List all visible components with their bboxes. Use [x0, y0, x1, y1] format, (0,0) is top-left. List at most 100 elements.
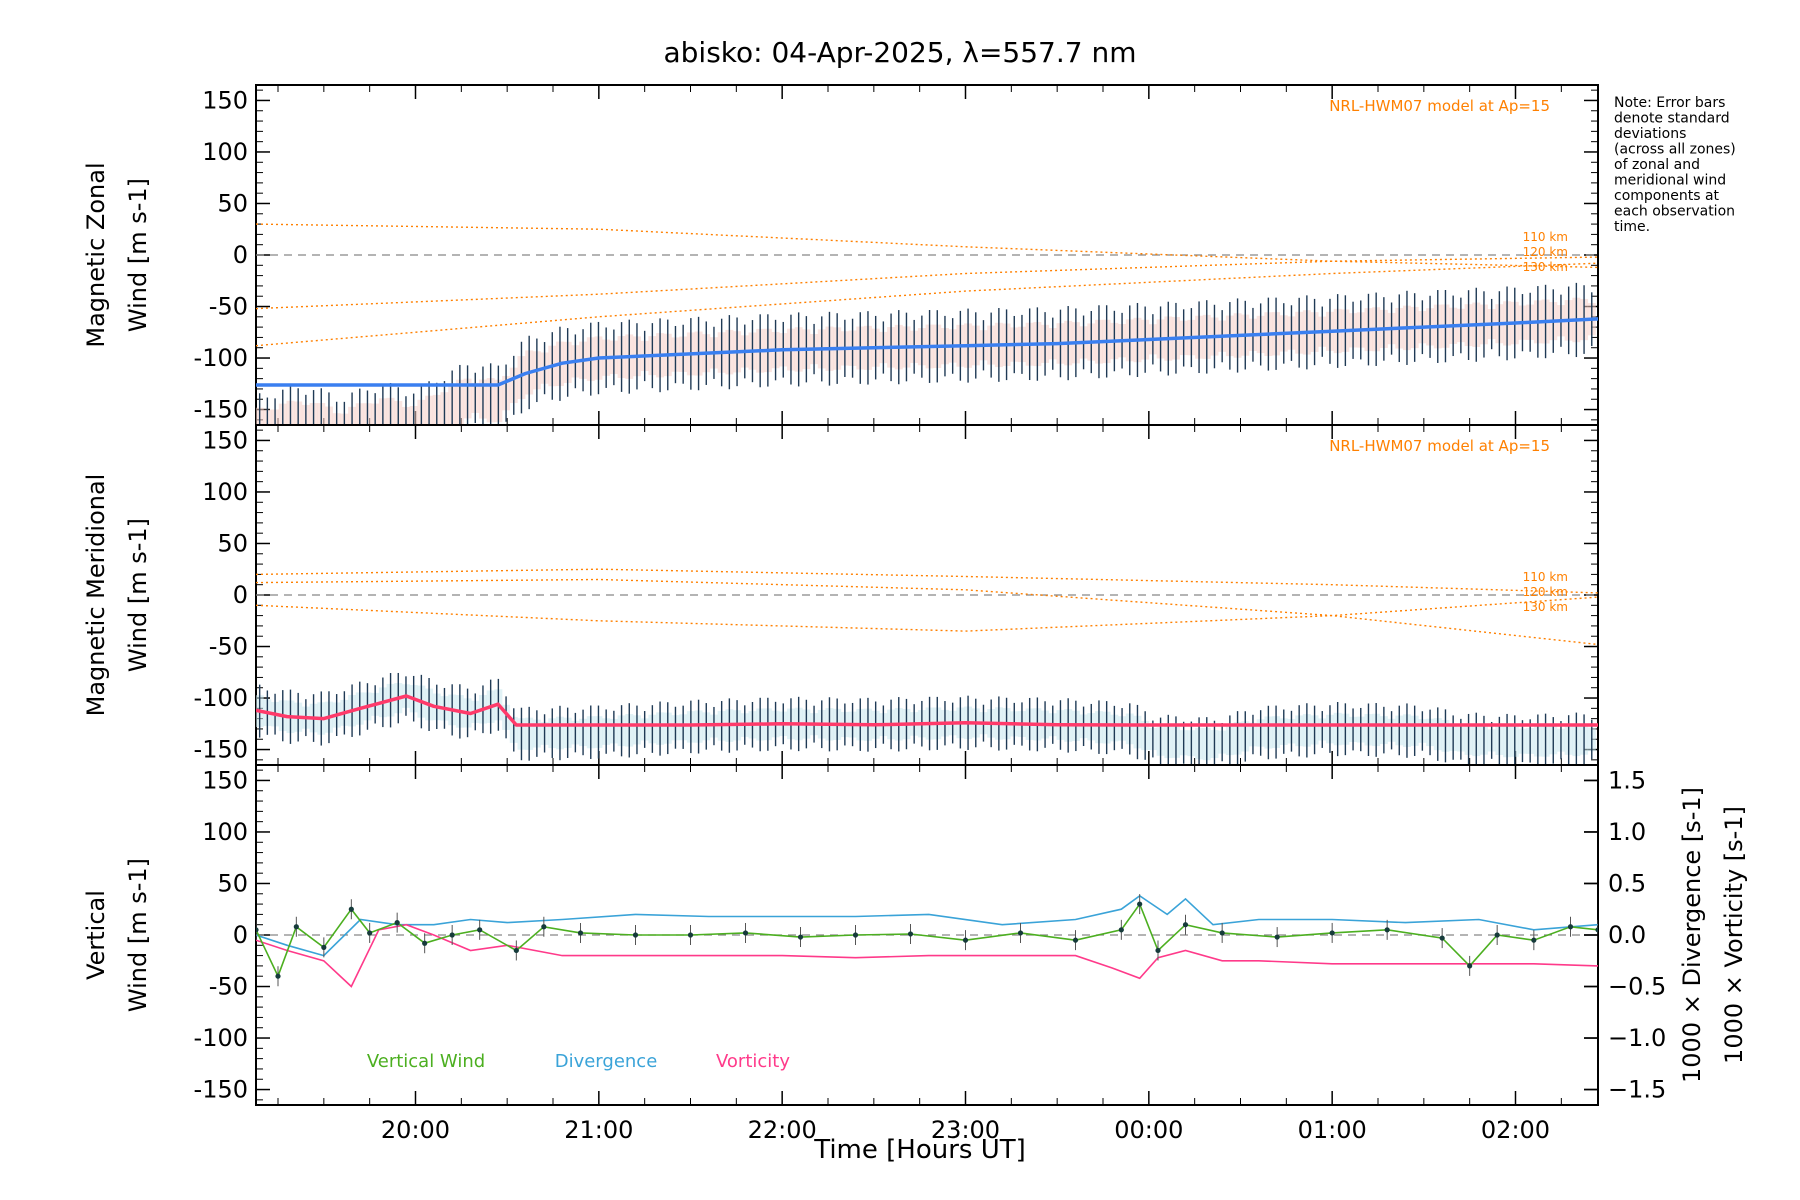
- y-axis-title-line1: Magnetic Zonal: [82, 162, 110, 347]
- panel-2: 150 100 50 0 -50 -100 -150 Magnetic Meridional W…: [82, 424, 1599, 766]
- vertical-wind-point: [1467, 963, 1473, 969]
- note-line: components at: [1614, 188, 1720, 204]
- meridional-wind-line: [256, 694, 1598, 727]
- vertical-wind-point: [1137, 901, 1143, 907]
- y-tick-label: 0: [233, 241, 248, 269]
- x-tick-label: 20:00: [381, 1116, 450, 1144]
- right-y-tick-label: 0.0: [1608, 921, 1646, 949]
- y-tick-label: 50: [217, 529, 248, 557]
- y-axis-title-line2: Wind [m s-1]: [124, 178, 152, 332]
- model-altitude-label: 110 km: [1523, 570, 1568, 584]
- model-label: NRL-HWM07 model at Ap=15: [1329, 97, 1550, 115]
- model-altitude-label: 130 km: [1523, 600, 1568, 614]
- vertical-wind-point: [513, 947, 519, 954]
- vertical-wind-point: [449, 932, 455, 938]
- vertical-wind-point: [1595, 927, 1598, 933]
- vertical-wind-point: [1017, 930, 1024, 936]
- y-axis-title-line2: Wind [m s-1]: [124, 518, 152, 672]
- vertical-wind-point: [1567, 924, 1574, 930]
- vertical-wind-point: [477, 927, 483, 933]
- vorticity-line: [256, 923, 1598, 988]
- model-altitude-label: 110 km: [1523, 230, 1568, 244]
- vertical-wind-point: [348, 906, 354, 912]
- vertical-wind-point: [1274, 934, 1280, 940]
- y-tick-label: 0: [233, 921, 248, 949]
- y-tick-label: 150: [202, 766, 248, 794]
- y-tick-label: 100: [202, 138, 248, 166]
- vertical-wind-point: [256, 927, 259, 933]
- right-y-tick-label: 1.5: [1608, 766, 1646, 794]
- vertical-wind-point: [1329, 930, 1335, 936]
- vertical-wind-point: [907, 931, 914, 937]
- model-curve-110km: [256, 568, 1598, 594]
- right-y-tick-label: 0.5: [1608, 869, 1646, 897]
- vertical-wind-point: [1384, 927, 1390, 933]
- right-axis-title-divergence: 1000 × Divergence [s-1]: [1678, 787, 1706, 1083]
- vertical-wind-point: [797, 934, 804, 940]
- y-tick-label: 50: [217, 869, 248, 897]
- note-line: of zonal and: [1614, 157, 1700, 173]
- vertical-wind-point: [1219, 930, 1225, 936]
- x-tick-label: 01:00: [1298, 1116, 1367, 1144]
- right-axis-title-vorticity: 1000 × Vorticity [s-1]: [1720, 806, 1748, 1064]
- plot-area: [256, 568, 1598, 765]
- y-tick-label: -100: [194, 1024, 248, 1052]
- vertical-wind-point: [1531, 937, 1537, 943]
- model-curve-130km: [256, 262, 1598, 347]
- panel-1: 150 100 50 0 -50 -100 -150 Magnetic Zonal Wind […: [82, 84, 1599, 426]
- y-axis-title-line2: Wind [m s-1]: [124, 858, 152, 1012]
- vertical-wind-point: [293, 924, 299, 930]
- note-line: meridional wind: [1614, 173, 1726, 189]
- model-curve-120km: [256, 256, 1598, 310]
- vertical-wind-point: [1155, 947, 1161, 954]
- y-tick-label: 50: [217, 189, 248, 217]
- y-tick-label: 100: [202, 818, 248, 846]
- legend-entry: Vorticity: [716, 1051, 790, 1072]
- y-tick-label: -50: [209, 633, 248, 661]
- vertical-wind-point: [1072, 937, 1079, 943]
- vertical-wind-point: [742, 930, 749, 936]
- vertical-wind-point: [367, 930, 373, 936]
- x-tick-label: 00:00: [1114, 1116, 1183, 1144]
- vertical-wind-point: [577, 930, 584, 936]
- note-line: each observation: [1614, 204, 1735, 220]
- vertical-wind-line: [256, 902, 1598, 979]
- y-tick-label: -150: [194, 396, 248, 424]
- zonal-wind-line: [256, 317, 1598, 387]
- plot-area: [256, 223, 1598, 425]
- model-curve-120km: [256, 578, 1598, 646]
- y-tick-label: 150: [202, 426, 248, 454]
- divergence-line: [256, 894, 1598, 957]
- x-tick-label: 22:00: [748, 1116, 817, 1144]
- vertical-wind-point: [632, 932, 639, 938]
- vertical-wind-point: [852, 932, 859, 938]
- model-altitude-label: 120 km: [1523, 585, 1568, 599]
- y-axis-title-line1: Vertical: [82, 890, 110, 980]
- model-altitude-label: 120 km: [1523, 245, 1568, 259]
- right-y-tick-label: −1.0: [1608, 1024, 1666, 1052]
- y-tick-label: -50: [209, 293, 248, 321]
- y-axis-title-line1: Magnetic Meridional: [82, 474, 110, 717]
- vertical-wind-point: [1439, 935, 1445, 941]
- y-tick-label: -150: [194, 736, 248, 764]
- note-line: time.: [1614, 219, 1650, 235]
- right-y-tick-label: −1.5: [1608, 1076, 1666, 1104]
- vertical-wind-point: [1118, 927, 1124, 933]
- model-curve-130km: [256, 596, 1598, 632]
- x-tick-label: 21:00: [564, 1116, 633, 1144]
- vertical-wind-point: [321, 944, 327, 950]
- x-tick-label: 02:00: [1481, 1116, 1550, 1144]
- vertical-wind-point: [541, 924, 547, 930]
- vertical-wind-point: [1494, 932, 1500, 938]
- y-tick-label: 100: [202, 478, 248, 506]
- y-tick-label: -100: [194, 344, 248, 372]
- model-curve-110km: [256, 223, 1598, 269]
- model-label: NRL-HWM07 model at Ap=15: [1329, 437, 1550, 455]
- vertical-wind-point: [1182, 922, 1189, 928]
- panel-3: 150 100 50 0 -50 -100 -150 Vertical Wind [m s-1]…: [82, 764, 1748, 1106]
- vertical-wind-point: [687, 932, 694, 938]
- x-tick-label: 23:00: [931, 1116, 1000, 1144]
- note-line: Note: Error bars: [1614, 95, 1725, 111]
